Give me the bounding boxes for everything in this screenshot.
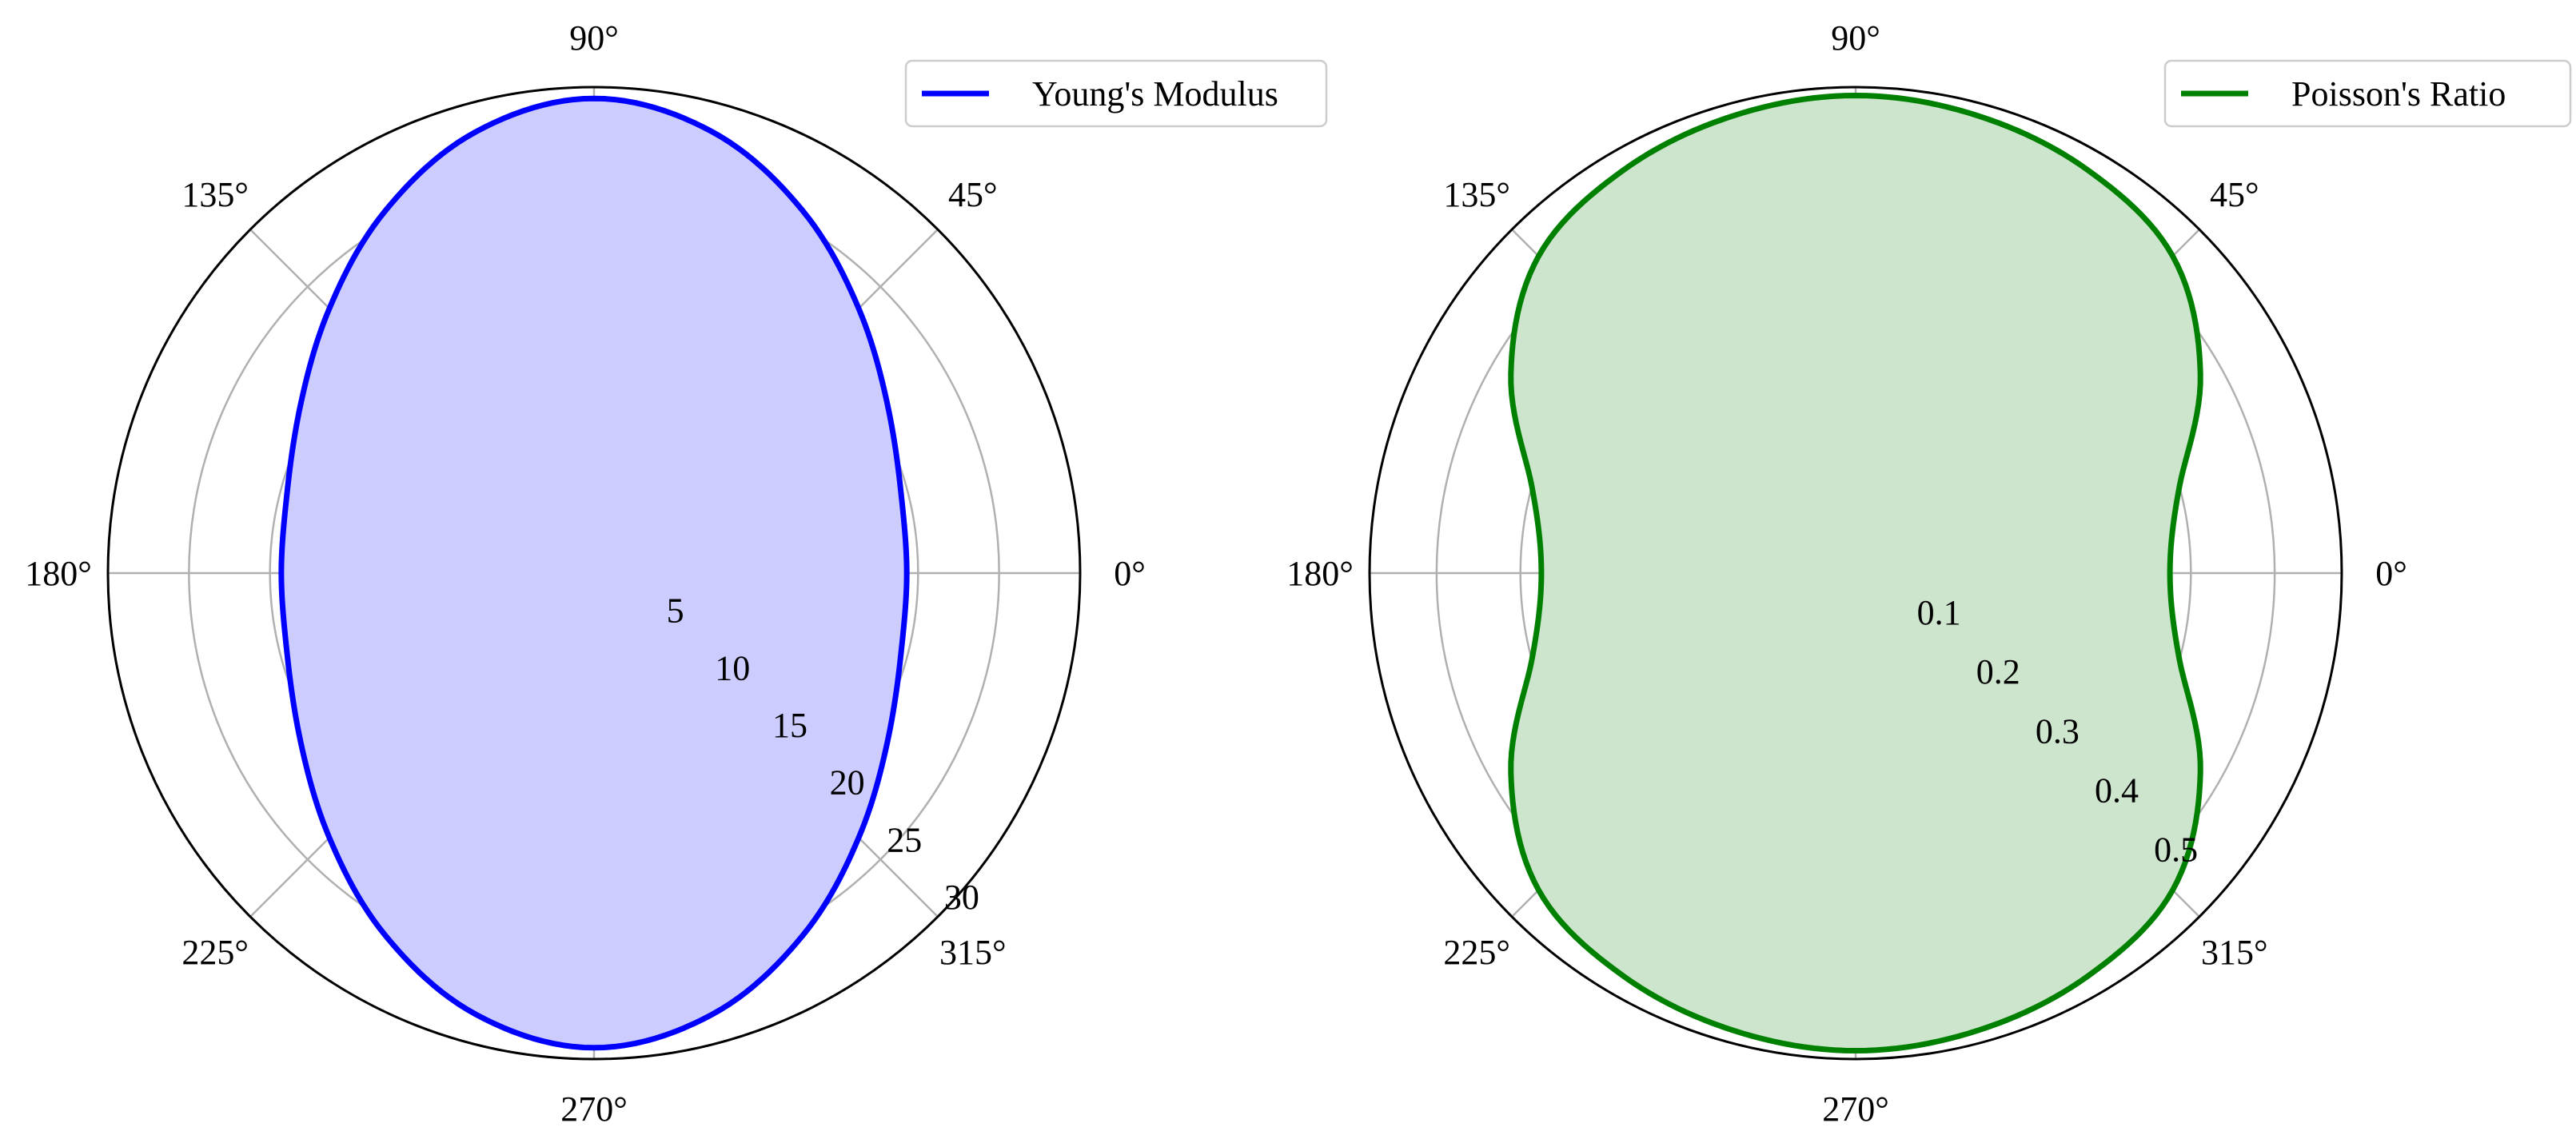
angle-tick-label: 180° — [1286, 554, 1354, 593]
legend-label: Poisson's Ratio — [2291, 74, 2506, 114]
angle-tick-label: 45° — [2210, 175, 2259, 214]
series-fill — [281, 98, 907, 1048]
radial-tick-labels: 0.1 0.2 0.3 0.4 0.5 — [1917, 593, 2198, 869]
angle-tick-labels: 0° 45° 90° 135° 180° 225° 270° 315° — [25, 18, 1146, 1129]
angle-tick-label: 135° — [1443, 175, 1510, 214]
radial-tick-label: 0.5 — [2154, 830, 2198, 870]
radial-tick-label: 0.4 — [2095, 771, 2139, 810]
legend-label: Young's Modulus — [1032, 74, 1278, 114]
radial-tick-label: 30 — [944, 878, 979, 917]
angle-tick-label: 180° — [25, 554, 92, 593]
radial-tick-label: 0.2 — [1976, 652, 2020, 691]
radial-tick-label: 25 — [887, 820, 922, 859]
angle-tick-label: 0° — [1114, 554, 1146, 593]
radial-tick-label: 20 — [830, 763, 865, 803]
legend: Young's Modulus — [904, 59, 1328, 128]
angle-tick-label: 315° — [2201, 933, 2268, 972]
youngs-modulus-polar-chart: 0° 45° 90° 135° 180° 225° 270° 315° 5 10 15 20 25 30 Y… — [25, 18, 1328, 1129]
series-fill — [1510, 95, 2201, 1051]
angle-tick-label: 270° — [560, 1089, 628, 1129]
series-line — [1508, 92, 2203, 1054]
legend: Poisson's Ratio — [2163, 59, 2572, 128]
radial-tick-label: 0.1 — [1917, 593, 1961, 632]
angle-tick-label: 315° — [939, 933, 1007, 972]
angle-tick-label: 135° — [181, 175, 249, 214]
angle-tick-label: 270° — [1822, 1089, 1889, 1129]
polar-frame — [106, 86, 1082, 1061]
angle-tick-label: 225° — [181, 933, 249, 972]
angle-tick-label: 90° — [569, 18, 619, 58]
poissons-ratio-polar-chart: 0° 45° 90° 135° 180° 225° 270° 315° 0.1 0.2 0.3 0.4… — [1286, 18, 2572, 1129]
radial-tick-labels: 5 10 15 20 25 30 — [667, 591, 979, 917]
angle-tick-label: 90° — [1831, 18, 1880, 58]
series-line — [278, 95, 910, 1051]
angle-tick-labels: 0° 45° 90° 135° 180° 225° 270° 315° — [1286, 18, 2407, 1129]
angle-tick-label: 45° — [948, 175, 998, 214]
radial-tick-label: 10 — [715, 648, 750, 687]
radial-tick-label: 5 — [667, 591, 684, 631]
angle-tick-label: 225° — [1443, 933, 1510, 972]
radial-tick-label: 15 — [772, 706, 807, 745]
angle-tick-label: 0° — [2375, 554, 2407, 593]
polar-frame — [1368, 86, 2343, 1061]
legend-box — [2163, 59, 2572, 128]
legend-box — [904, 59, 1328, 128]
radial-tick-label: 0.3 — [2036, 711, 2080, 751]
